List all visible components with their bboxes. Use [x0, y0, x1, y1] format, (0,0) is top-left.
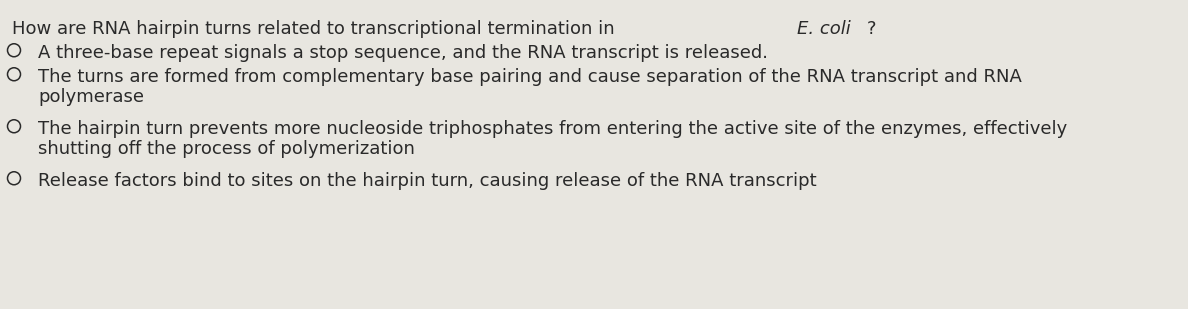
- Text: A three-base repeat signals a stop sequence, and the RNA transcript is released.: A three-base repeat signals a stop seque…: [38, 44, 767, 62]
- Text: E. coli: E. coli: [797, 20, 851, 38]
- Text: ?: ?: [866, 20, 876, 38]
- Text: The turns are formed from complementary base pairing and cause separation of the: The turns are formed from complementary …: [38, 68, 1022, 87]
- Text: Release factors bind to sites on the hairpin turn, causing release of the RNA tr: Release factors bind to sites on the hai…: [38, 172, 816, 190]
- Text: shutting off the process of polymerization: shutting off the process of polymerizati…: [38, 140, 415, 159]
- Text: polymerase: polymerase: [38, 88, 144, 106]
- Text: How are RNA hairpin turns related to transcriptional termination in: How are RNA hairpin turns related to tra…: [12, 20, 620, 38]
- Text: The hairpin turn prevents more nucleoside triphosphates from entering the active: The hairpin turn prevents more nucleosid…: [38, 121, 1067, 138]
